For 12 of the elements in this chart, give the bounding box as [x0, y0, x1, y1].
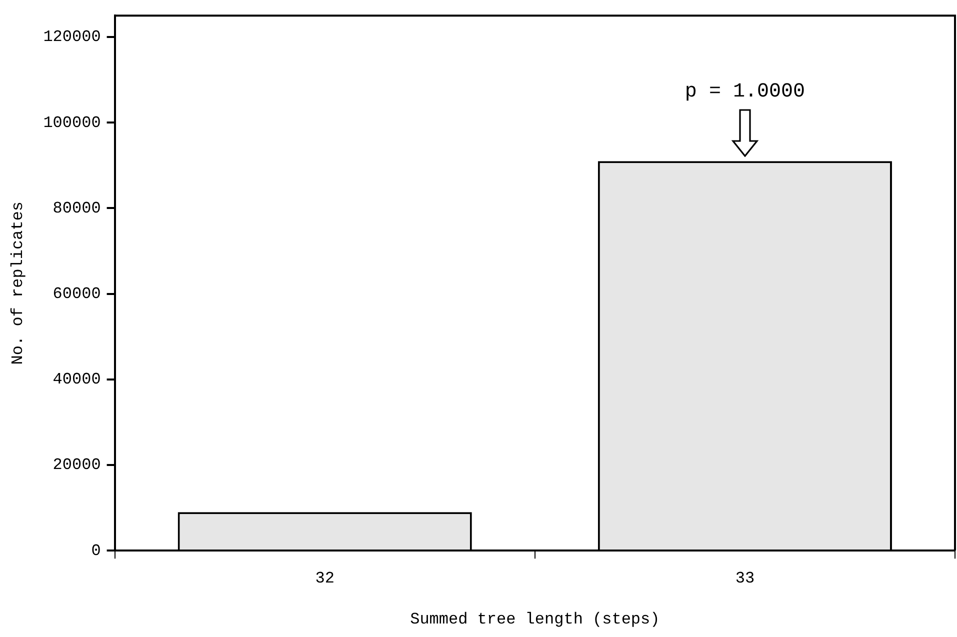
y-tick-label: 20000: [52, 456, 101, 474]
x-axis-title: Summed tree length (steps): [410, 610, 660, 629]
y-tick-label: 80000: [52, 199, 101, 218]
y-tick-label: 60000: [52, 285, 101, 304]
y-tick-label: 0: [91, 542, 101, 560]
x-tick-label: 32: [315, 569, 334, 588]
x-tick-label: 33: [735, 569, 755, 588]
y-tick-label: 40000: [52, 370, 101, 389]
annotation: p = 1.0000: [684, 80, 805, 104]
y-tick-label: 100000: [43, 114, 101, 132]
y-tick-label: 120000: [43, 28, 101, 46]
y-axis-title: No. of replicates: [8, 201, 27, 365]
